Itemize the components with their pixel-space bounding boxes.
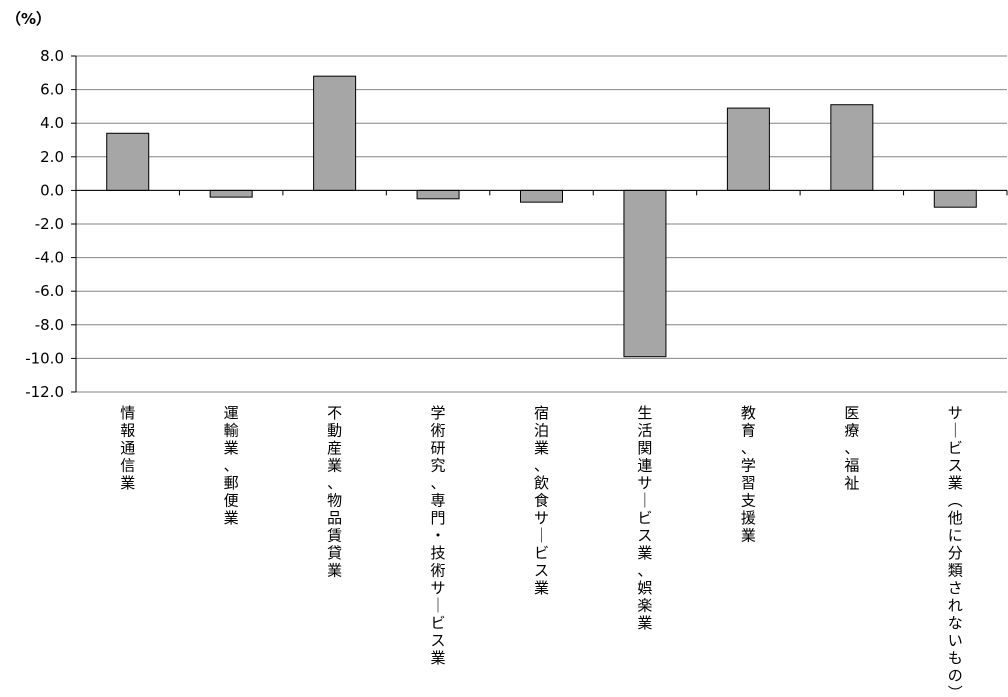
y-tick-label: -12.0 — [25, 383, 64, 401]
x-category-label: 運輸業、郵便業 — [224, 404, 239, 527]
x-category-label: 教育、学習支援業 — [741, 404, 756, 545]
bar — [830, 104, 874, 191]
bar — [416, 189, 460, 200]
y-axis-unit-label: （%） — [6, 10, 51, 28]
y-tick-label: 6.0 — [40, 81, 64, 99]
bar — [520, 189, 563, 203]
x-category-label: 医療、福祉 — [844, 404, 859, 492]
y-tick-label: 4.0 — [40, 114, 64, 132]
x-category-label: 不動産業、物品賃貸業 — [327, 404, 342, 580]
bar — [313, 75, 357, 191]
x-category-label: 学術研究、専門・技術サ｜ビス業 — [431, 404, 446, 667]
y-tick-label: 2.0 — [40, 148, 64, 166]
y-axis-ticks: 8.0 6.0 4.0 2.0 0.0 -2.0 -4.0 -6.0 -8.0 -10.0 -12.… — [25, 47, 64, 401]
y-tick-label: -2.0 — [35, 215, 64, 233]
y-tick-label: -6.0 — [35, 282, 64, 300]
category-labels: 情報通信業 運輸業、郵便業 不動産業、物品賃貸業 学術研究、専門・技術サ｜ビス業 宿泊業… — [120, 404, 963, 697]
bar — [726, 107, 770, 191]
x-category-label: サ｜ビス業︵他に分類されないもの︶ — [948, 404, 963, 697]
y-tick-label: 0.0 — [40, 181, 64, 199]
bar — [933, 189, 977, 208]
x-category-label: 情報通信業 — [120, 404, 135, 492]
axes — [71, 55, 1008, 393]
x-category-label: 生活関連サ｜ビス業、娯楽業 — [637, 404, 652, 632]
bar — [106, 132, 150, 191]
bar — [209, 189, 253, 198]
bar — [623, 189, 667, 358]
y-tick-label: -8.0 — [35, 316, 64, 334]
y-tick-label: 8.0 — [40, 47, 64, 65]
y-tick-label: -10.0 — [25, 349, 64, 367]
bars — [106, 75, 977, 358]
x-category-label: 宿泊業、飲食サ｜ビス業 — [534, 404, 549, 597]
y-tick-label: -4.0 — [35, 249, 64, 267]
